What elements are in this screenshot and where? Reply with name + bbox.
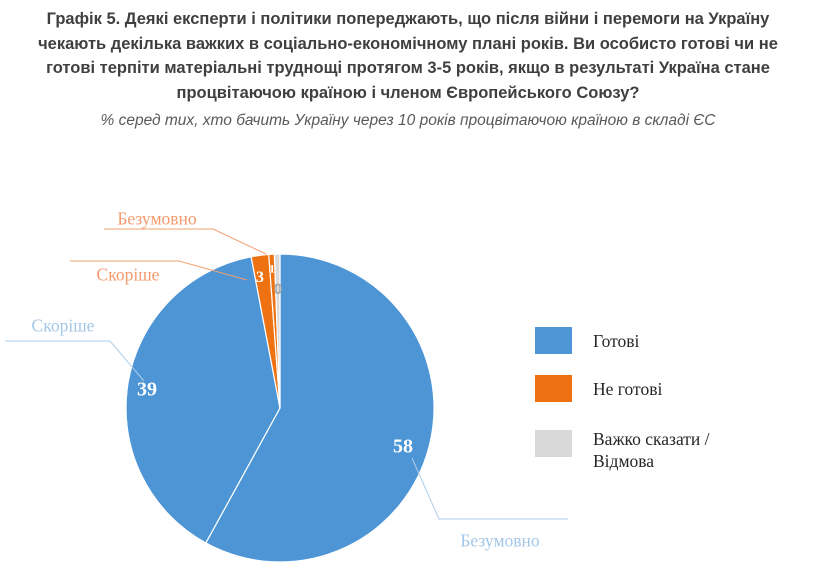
value-label-hard-to-say: 0 [274, 281, 282, 298]
legend-label-not-ready: Не готові [593, 378, 663, 399]
legend-item-not-ready: Не готові [535, 375, 662, 402]
callout-label-not-ready-sure: Безумовно [117, 208, 197, 229]
callout-label-not-ready-rather: Скоріше [96, 264, 160, 285]
legend-swatch-not-ready [535, 375, 572, 402]
leader-line-ready-sure [411, 457, 568, 520]
pie-slices [125, 253, 435, 563]
chart-title: Графік 5. Деякі експерти і політики попе… [38, 10, 778, 102]
legend-label-ready: Готові [593, 330, 640, 351]
callout-label-ready-rather: Скоріше [31, 315, 95, 336]
pie-slice-4 [273, 253, 281, 409]
legend-item-ready: Готові [535, 327, 639, 354]
leader-line-not-ready-rather [70, 260, 248, 281]
value-label-ready-rather: 39 [137, 378, 157, 401]
pie-slice-1 [125, 256, 281, 544]
legend-label-hard-to-say: Важко сказати / Відмова [593, 429, 710, 471]
leader-line-ready-rather [5, 340, 145, 382]
callout-label-ready-sure: Безумовно [460, 530, 540, 551]
leader-line-not-ready-sure [104, 228, 267, 255]
value-label-ready-sure: 58 [393, 435, 413, 458]
chart-subtitle: % серед тих, хто бачить Україну через 10… [100, 112, 716, 129]
legend-swatch-hard-to-say [535, 430, 572, 457]
value-label-not-ready-rather: 3 [256, 269, 264, 286]
pie-slice-0 [204, 253, 435, 563]
legend-swatch-ready [535, 327, 572, 354]
legend-item-hard-to-say: Важко сказати / Відмова [535, 429, 743, 472]
value-label-not-ready-sure: 1 [269, 261, 275, 276]
